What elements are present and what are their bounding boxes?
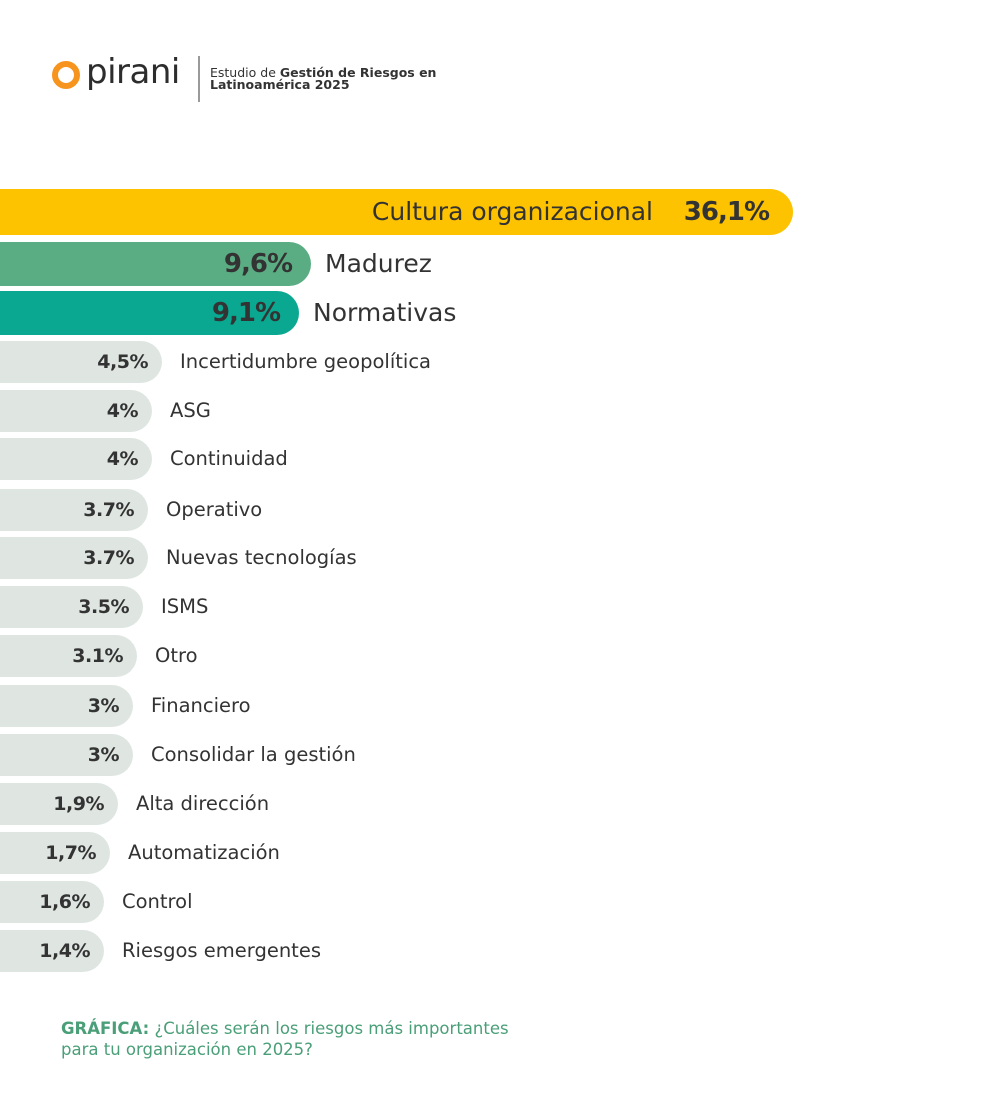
bar-8 (0, 537, 148, 579)
category-label: Financiero (151, 694, 251, 717)
value-label: 4% (106, 399, 139, 422)
category-label: ASG (170, 399, 211, 422)
category-label: Normativas (313, 298, 457, 327)
value-label: 1,6% (39, 890, 90, 913)
category-label: Continuidad (170, 447, 288, 470)
bar-13 (0, 783, 118, 825)
category-label: Otro (155, 644, 198, 667)
bar-15 (0, 881, 104, 923)
value-label: 1,7% (45, 841, 96, 864)
bar-3 (0, 291, 299, 335)
report-subtitle: Estudio de Gestión de Riesgos en Latinoa… (210, 65, 437, 92)
bar-14 (0, 832, 110, 874)
category-label: Operativo (166, 498, 263, 521)
value-label: 9,1% (211, 297, 281, 328)
category-label: Consolidar la gestión (151, 743, 356, 766)
category-label: Control (122, 890, 193, 913)
bar-12 (0, 734, 133, 776)
bar-10 (0, 635, 137, 677)
subtitle-bold-2: Latinoamérica 2025 (210, 77, 350, 92)
category-label: Riesgos emergentes (122, 939, 321, 962)
value-label: 3% (87, 694, 120, 717)
value-label: 4% (106, 447, 139, 470)
category-label: ISMS (161, 595, 209, 618)
bar-16 (0, 930, 104, 972)
value-label: 4,5% (97, 350, 148, 373)
bar-4 (0, 341, 162, 383)
value-label: 1,9% (53, 792, 104, 815)
chart-caption: GRÁFICA: ¿Cuáles serán los riesgos más i… (61, 1018, 509, 1060)
bar-2 (0, 242, 311, 286)
value-label: 9,6% (223, 248, 293, 279)
category-label: Incertidumbre geopolítica (180, 350, 431, 373)
bar-6 (0, 438, 152, 480)
header-divider (198, 56, 200, 102)
value-label: 3.7% (83, 498, 134, 521)
value-label: 3% (87, 743, 120, 766)
category-label: Alta dirección (136, 792, 270, 815)
caption-label: GRÁFICA: (61, 1019, 150, 1038)
subtitle-prefix: Estudio de (210, 65, 280, 80)
value-label: 3.7% (83, 546, 134, 569)
value-label: 1,4% (39, 939, 90, 962)
caption-text-2: para tu organización en 2025? (61, 1040, 313, 1059)
bar-7 (0, 489, 148, 531)
bar-9 (0, 586, 143, 628)
category-label: Automatización (128, 841, 280, 864)
value-label: 3.5% (78, 595, 129, 618)
category-label: Cultura organizacional (371, 197, 653, 226)
value-label: 3.1% (72, 644, 123, 667)
bar-1 (0, 189, 793, 235)
brand-name: pirani (86, 52, 180, 92)
subtitle-bold-1: Gestión de Riesgos en (279, 65, 437, 80)
category-label: Nuevas tecnologías (166, 546, 357, 569)
category-label: Madurez (325, 249, 432, 278)
logo-ring-icon (52, 61, 80, 89)
bar-11 (0, 685, 133, 727)
caption-text-1: ¿Cuáles serán los riesgos más importante… (149, 1019, 509, 1038)
pirani-logo: pirani (52, 52, 180, 92)
value-label: 36,1% (683, 197, 770, 227)
bar-5 (0, 390, 152, 432)
